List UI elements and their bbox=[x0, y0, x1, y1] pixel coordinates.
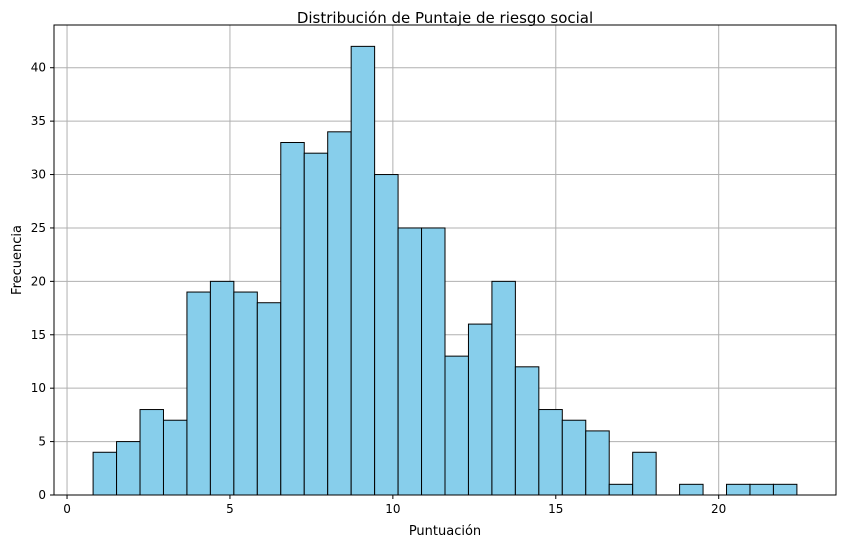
histogram-bar bbox=[303, 152, 329, 496]
x-tick-label: 20 bbox=[711, 502, 726, 516]
x-axis-label: Puntuación bbox=[409, 524, 481, 539]
histogram-bar bbox=[116, 441, 141, 496]
x-axis-ticks: 0 5 10 15 20 bbox=[63, 495, 726, 516]
y-tick-label: 35 bbox=[31, 114, 46, 128]
histogram-bar bbox=[561, 419, 587, 496]
histogram-bar bbox=[162, 419, 188, 496]
histogram-bar bbox=[209, 280, 235, 496]
histogram-bar bbox=[280, 142, 305, 496]
histogram-bar bbox=[632, 451, 657, 496]
histogram-bar bbox=[139, 409, 164, 496]
y-axis-label: Frecuencia bbox=[10, 225, 25, 295]
histogram-bar bbox=[514, 366, 540, 496]
y-tick-label: 15 bbox=[31, 328, 46, 342]
x-tick-label: 5 bbox=[226, 502, 234, 516]
histogram-bar bbox=[467, 323, 493, 496]
histogram-bar bbox=[679, 483, 704, 496]
histogram-bar bbox=[186, 291, 211, 496]
plot-frame bbox=[53, 24, 837, 496]
y-tick-label: 10 bbox=[31, 381, 46, 395]
histogram-bar bbox=[444, 355, 469, 496]
x-tick-label: 10 bbox=[385, 502, 400, 516]
y-tick-label: 5 bbox=[38, 435, 46, 449]
histogram-bar bbox=[327, 131, 352, 496]
histogram-bar bbox=[538, 409, 563, 496]
histogram-bar bbox=[350, 45, 376, 496]
histogram-bar bbox=[397, 227, 423, 496]
y-tick-label: 25 bbox=[31, 221, 46, 235]
histogram-bar bbox=[772, 483, 798, 496]
histogram-bar bbox=[749, 483, 774, 496]
histogram-bar bbox=[233, 291, 258, 496]
histogram-bar bbox=[608, 483, 634, 496]
y-tick-label: 0 bbox=[38, 488, 46, 502]
histogram-bar bbox=[491, 280, 516, 496]
x-tick-label: 0 bbox=[63, 502, 71, 516]
y-tick-label: 40 bbox=[31, 61, 46, 75]
y-tick-label: 20 bbox=[31, 274, 46, 288]
histogram-bar bbox=[421, 227, 446, 496]
histogram-bar bbox=[374, 174, 399, 496]
chart-title: Distribución de Puntaje de riesgo social bbox=[297, 9, 593, 27]
x-tick-label: 15 bbox=[548, 502, 563, 516]
histogram-bar bbox=[726, 483, 751, 496]
histogram-bars bbox=[92, 45, 798, 496]
histogram-bar bbox=[92, 451, 118, 496]
histogram-bar bbox=[585, 430, 610, 496]
y-tick-label: 30 bbox=[31, 168, 46, 182]
y-axis-ticks: 0 5 10 15 20 25 30 35 40 bbox=[31, 61, 54, 502]
histogram-bar bbox=[256, 302, 282, 496]
